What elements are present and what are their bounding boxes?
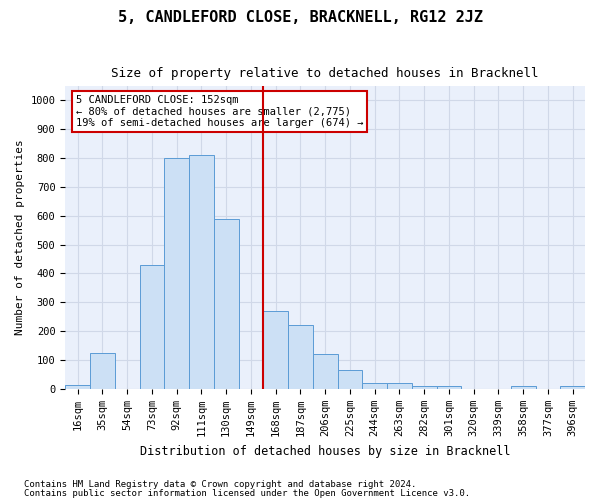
Bar xyxy=(338,370,362,389)
Bar xyxy=(65,384,90,389)
Bar xyxy=(214,218,239,389)
Bar xyxy=(362,383,387,389)
Bar xyxy=(90,353,115,389)
Bar xyxy=(313,354,338,389)
Bar xyxy=(387,383,412,389)
Text: 5, CANDLEFORD CLOSE, BRACKNELL, RG12 2JZ: 5, CANDLEFORD CLOSE, BRACKNELL, RG12 2JZ xyxy=(118,10,482,25)
Text: 5 CANDLEFORD CLOSE: 152sqm
← 80% of detached houses are smaller (2,775)
19% of s: 5 CANDLEFORD CLOSE: 152sqm ← 80% of deta… xyxy=(76,95,363,128)
Text: Contains public sector information licensed under the Open Government Licence v3: Contains public sector information licen… xyxy=(24,489,470,498)
Bar xyxy=(437,386,461,389)
X-axis label: Distribution of detached houses by size in Bracknell: Distribution of detached houses by size … xyxy=(140,444,511,458)
Y-axis label: Number of detached properties: Number of detached properties xyxy=(15,140,25,336)
Bar xyxy=(412,386,437,389)
Bar xyxy=(511,386,536,389)
Title: Size of property relative to detached houses in Bracknell: Size of property relative to detached ho… xyxy=(112,68,539,80)
Bar xyxy=(263,311,288,389)
Bar xyxy=(140,265,164,389)
Bar xyxy=(164,158,189,389)
Bar xyxy=(288,326,313,389)
Bar xyxy=(189,155,214,389)
Bar xyxy=(560,386,585,389)
Text: Contains HM Land Registry data © Crown copyright and database right 2024.: Contains HM Land Registry data © Crown c… xyxy=(24,480,416,489)
